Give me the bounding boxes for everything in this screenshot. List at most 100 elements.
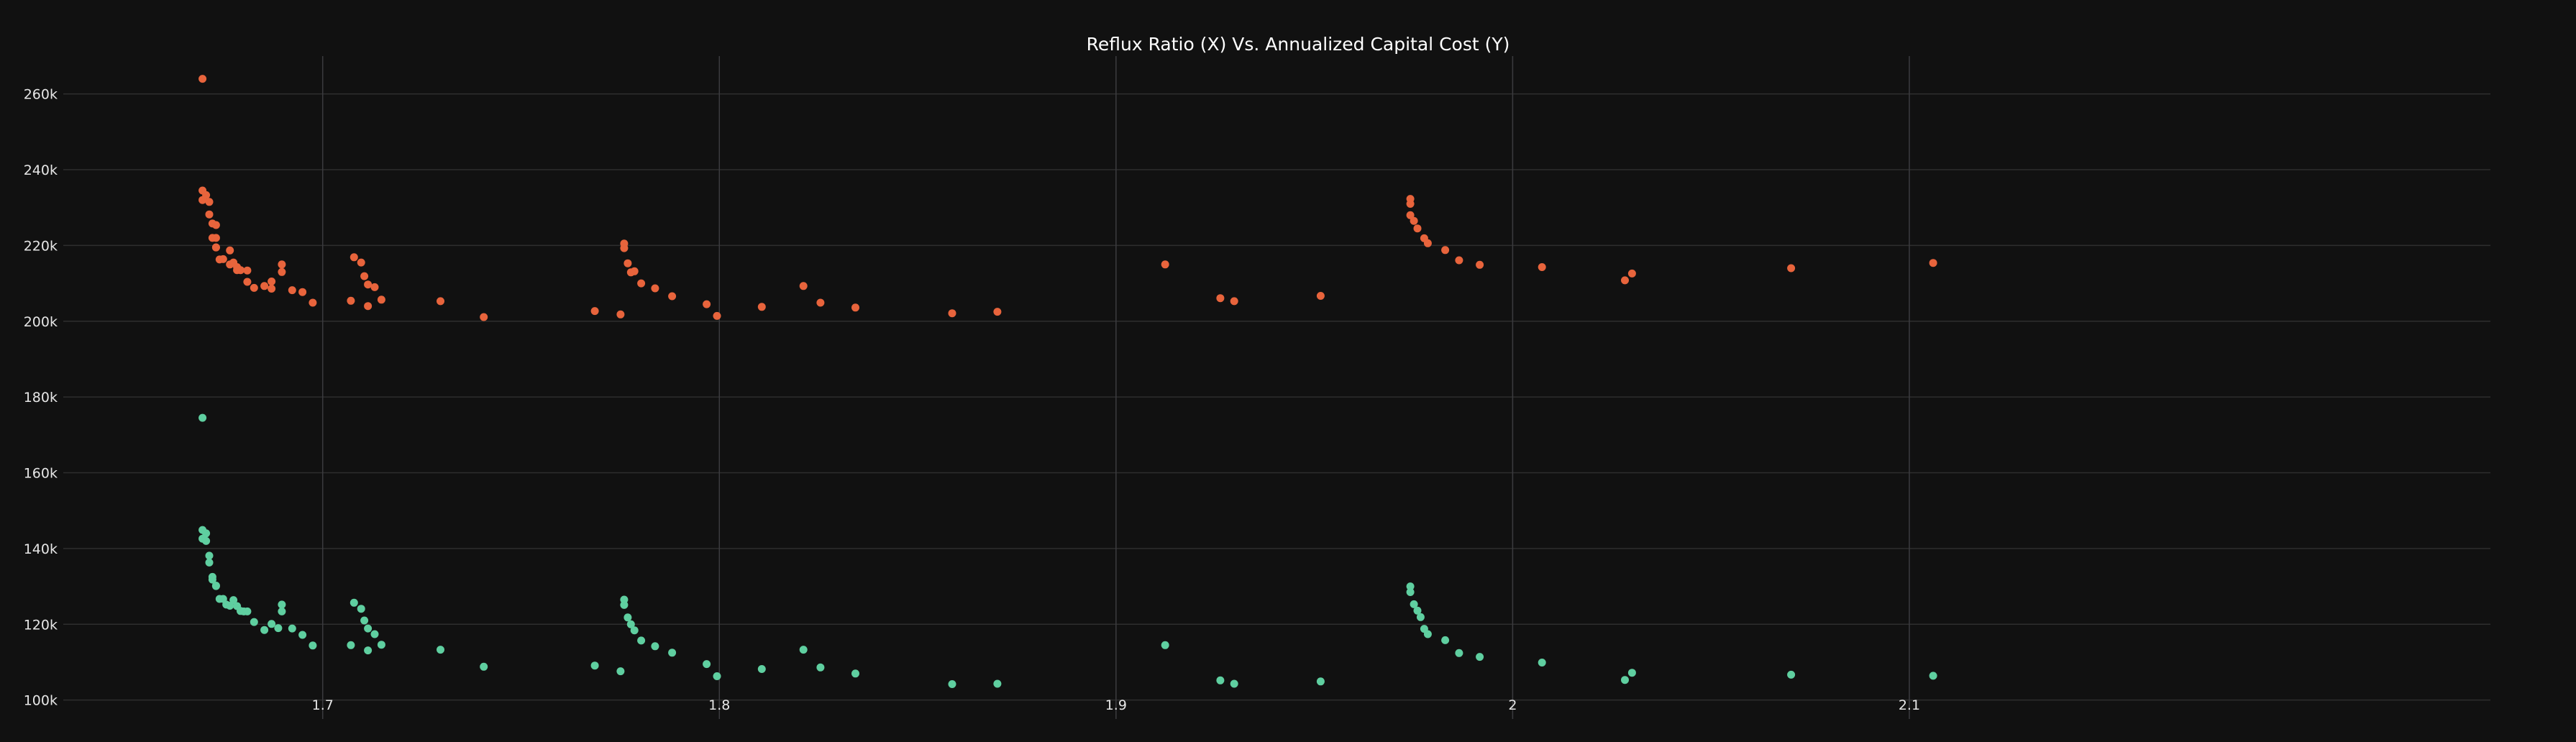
- data-point[interactable]: [357, 605, 365, 613]
- data-point[interactable]: [243, 278, 252, 286]
- data-point[interactable]: [250, 283, 258, 292]
- data-point[interactable]: [243, 607, 252, 615]
- data-point[interactable]: [668, 292, 677, 301]
- data-point[interactable]: [350, 598, 358, 607]
- data-point[interactable]: [377, 296, 385, 304]
- data-point[interactable]: [1621, 276, 1629, 285]
- data-point[interactable]: [626, 620, 635, 628]
- data-point[interactable]: [1455, 649, 1463, 657]
- data-point[interactable]: [1423, 239, 1432, 247]
- data-point[interactable]: [993, 308, 1002, 316]
- data-point[interactable]: [1538, 659, 1546, 667]
- data-point[interactable]: [1476, 260, 1484, 269]
- data-point[interactable]: [202, 529, 211, 538]
- data-point[interactable]: [226, 246, 234, 255]
- data-point[interactable]: [278, 600, 286, 609]
- data-point[interactable]: [360, 272, 369, 280]
- data-point[interactable]: [1423, 630, 1432, 638]
- data-point[interactable]: [620, 600, 629, 609]
- data-point[interactable]: [211, 221, 220, 229]
- data-point[interactable]: [1230, 679, 1238, 688]
- data-point[interactable]: [268, 620, 276, 628]
- data-point[interactable]: [370, 630, 379, 638]
- data-point[interactable]: [620, 244, 629, 252]
- data-point[interactable]: [1416, 613, 1425, 621]
- data-point[interactable]: [1161, 260, 1169, 269]
- data-point[interactable]: [1441, 246, 1450, 255]
- data-point[interactable]: [233, 266, 242, 275]
- data-point[interactable]: [219, 255, 227, 263]
- data-point[interactable]: [298, 631, 307, 639]
- data-point[interactable]: [480, 662, 488, 671]
- data-point[interactable]: [816, 663, 825, 672]
- data-point[interactable]: [260, 626, 269, 634]
- data-point[interactable]: [229, 596, 238, 605]
- data-point[interactable]: [360, 616, 369, 625]
- data-point[interactable]: [713, 311, 721, 320]
- data-point[interactable]: [208, 575, 216, 584]
- data-point[interactable]: [205, 558, 214, 567]
- data-point[interactable]: [637, 279, 646, 288]
- data-point[interactable]: [651, 642, 659, 651]
- data-point[interactable]: [278, 607, 286, 615]
- data-point[interactable]: [757, 303, 766, 311]
- data-point[interactable]: [1929, 259, 1937, 267]
- data-point[interactable]: [993, 679, 1002, 688]
- data-point[interactable]: [198, 413, 207, 422]
- data-point[interactable]: [370, 283, 379, 291]
- data-point[interactable]: [437, 297, 444, 306]
- data-point[interactable]: [1410, 600, 1418, 608]
- data-point[interactable]: [205, 198, 214, 206]
- data-point[interactable]: [1410, 216, 1418, 225]
- data-point[interactable]: [851, 303, 859, 312]
- data-point[interactable]: [250, 618, 258, 626]
- data-point[interactable]: [703, 300, 711, 308]
- data-point[interactable]: [851, 669, 859, 678]
- data-point[interactable]: [1316, 677, 1325, 686]
- data-point[interactable]: [205, 210, 214, 219]
- data-point[interactable]: [364, 302, 373, 311]
- data-point[interactable]: [948, 680, 956, 688]
- data-point[interactable]: [1406, 588, 1415, 596]
- data-point[interactable]: [590, 661, 599, 670]
- data-point[interactable]: [1413, 606, 1422, 615]
- data-point[interactable]: [1627, 669, 1636, 677]
- data-point[interactable]: [757, 665, 766, 673]
- data-point[interactable]: [298, 288, 307, 296]
- data-point[interactable]: [624, 259, 632, 267]
- data-point[interactable]: [211, 243, 220, 252]
- data-point[interactable]: [364, 624, 373, 633]
- data-point[interactable]: [377, 641, 385, 649]
- data-point[interactable]: [202, 536, 211, 545]
- data-point[interactable]: [278, 267, 286, 276]
- data-point[interactable]: [268, 285, 276, 293]
- data-point[interactable]: [288, 286, 296, 295]
- data-point[interactable]: [1406, 582, 1415, 591]
- data-point[interactable]: [1621, 676, 1629, 684]
- data-point[interactable]: [268, 278, 276, 285]
- data-point[interactable]: [347, 296, 355, 305]
- data-point[interactable]: [630, 267, 639, 275]
- data-point[interactable]: [816, 298, 825, 307]
- data-point[interactable]: [624, 613, 632, 622]
- data-point[interactable]: [1406, 200, 1415, 208]
- data-point[interactable]: [651, 284, 659, 293]
- data-point[interactable]: [347, 641, 355, 649]
- data-point[interactable]: [1627, 269, 1636, 278]
- data-point[interactable]: [437, 646, 444, 654]
- data-point[interactable]: [211, 234, 220, 242]
- data-point[interactable]: [309, 298, 317, 307]
- data-point[interactable]: [1441, 636, 1450, 644]
- data-point[interactable]: [309, 641, 317, 650]
- data-point[interactable]: [211, 582, 220, 590]
- data-point[interactable]: [713, 672, 721, 680]
- data-point[interactable]: [357, 258, 365, 267]
- data-point[interactable]: [799, 282, 808, 290]
- data-point[interactable]: [274, 624, 283, 633]
- data-point[interactable]: [1413, 224, 1422, 233]
- data-point[interactable]: [703, 660, 711, 669]
- data-point[interactable]: [616, 667, 625, 676]
- data-point[interactable]: [590, 307, 599, 316]
- data-point[interactable]: [637, 636, 646, 645]
- data-point[interactable]: [1216, 294, 1225, 303]
